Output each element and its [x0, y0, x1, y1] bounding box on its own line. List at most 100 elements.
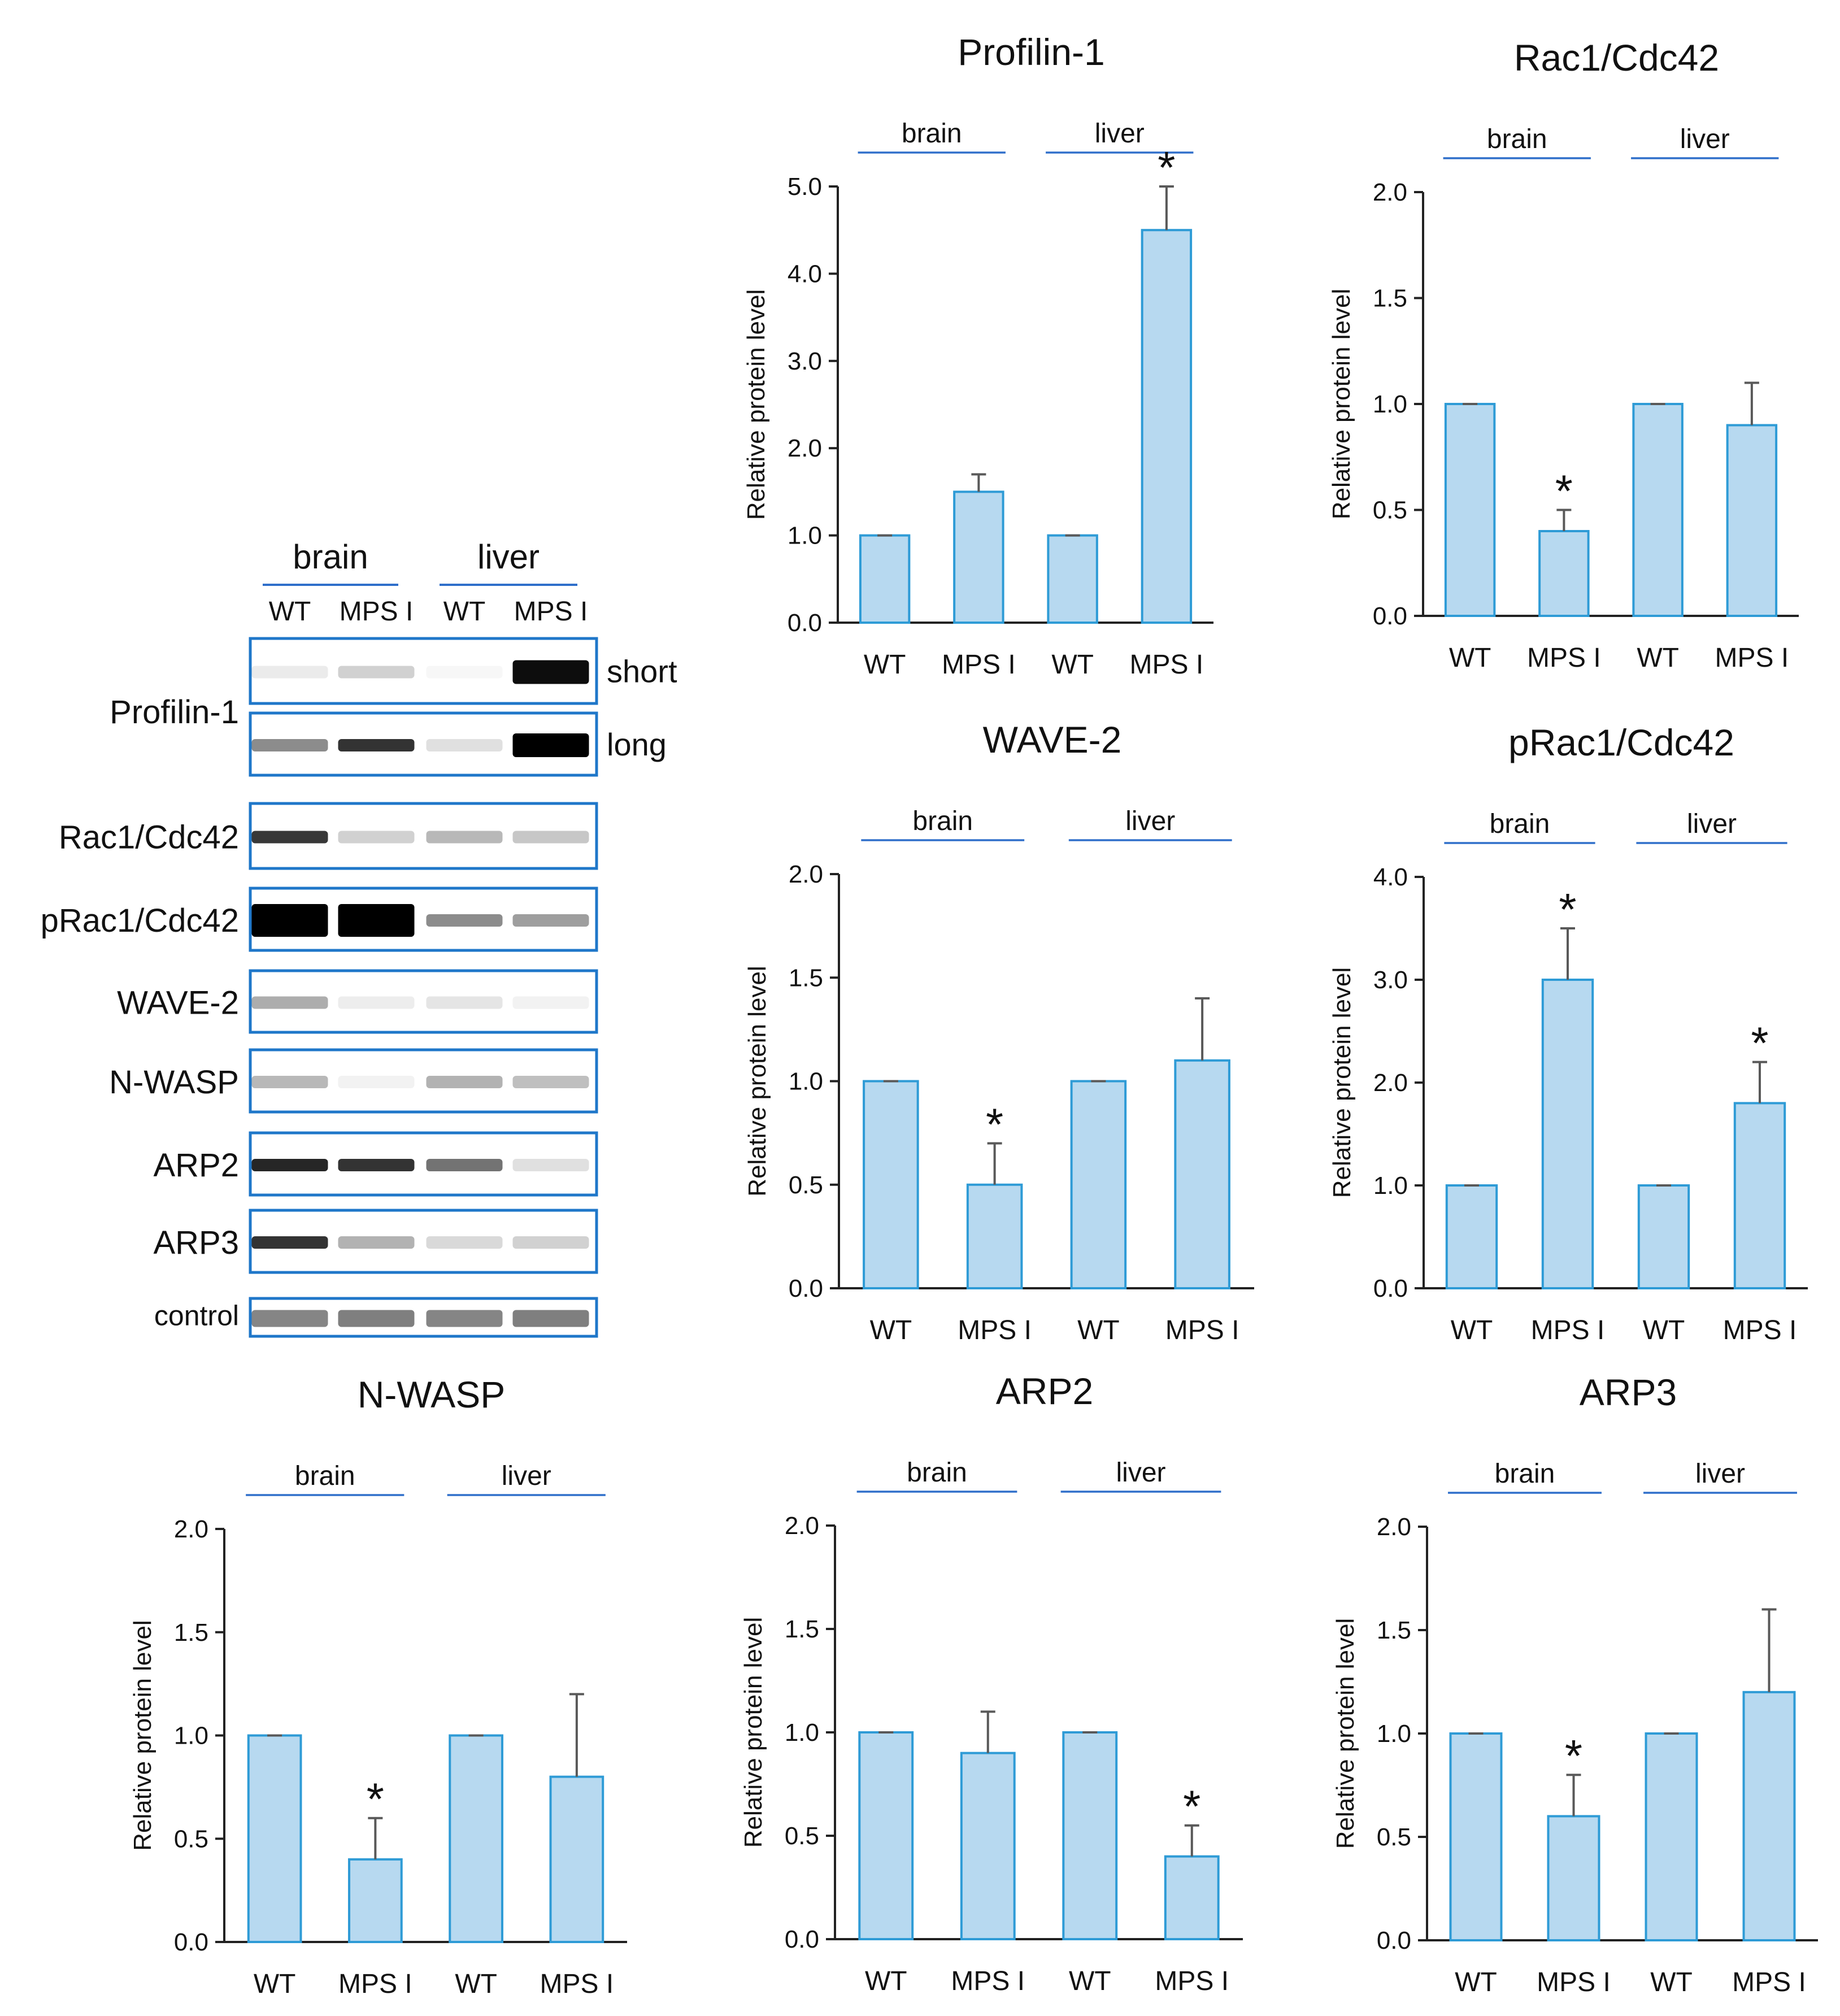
bar — [953, 490, 1004, 624]
y-tick-label: 0.5 — [174, 1825, 208, 1853]
blot-row: ARP2 — [153, 1131, 598, 1197]
x-tick-label: WT — [1451, 1315, 1493, 1345]
chart-profilin-1: Profilin-1 0.0 1.0 2.0 3.0 4.0 5.0 Relative pro… — [742, 31, 1213, 680]
y-axis-label: Relative protein level — [742, 289, 770, 520]
blot-band — [251, 1159, 328, 1171]
group-label-brain: brain — [912, 806, 973, 836]
blot-lane-label: MPS I — [514, 597, 588, 627]
bar — [449, 1734, 503, 1943]
x-tick-label: MPS I — [1130, 650, 1204, 680]
bar — [1164, 1855, 1220, 1941]
chart-title: Profilin-1 — [958, 31, 1104, 73]
y-tick-label: 1.0 — [1373, 1172, 1408, 1200]
group-label-brain: brain — [902, 119, 962, 149]
group-label-brain: brain — [1487, 124, 1547, 154]
blot-frame — [249, 1048, 598, 1114]
x-tick-label: WT — [1643, 1315, 1685, 1345]
blot-band — [338, 1159, 415, 1171]
significance-mark: * — [986, 1099, 1003, 1149]
blot-band — [338, 1076, 415, 1088]
y-tick-label: 2.0 — [1373, 1069, 1408, 1097]
y-axis-label: Relative protein level — [740, 1617, 767, 1848]
blot-band — [426, 831, 503, 844]
bar — [1742, 1691, 1796, 1942]
group-label-brain: brain — [1490, 809, 1550, 839]
y-tick-label: 1.5 — [1373, 285, 1407, 312]
y-tick-label: 1.0 — [1377, 1720, 1411, 1748]
y-tick-label: 5.0 — [788, 173, 822, 201]
bar — [1538, 530, 1590, 617]
significance-mark: * — [1751, 1018, 1768, 1068]
bar — [960, 1752, 1016, 1941]
chart-arp3: ARP3 0.0 0.5 1.0 1.5 2.0 Relative protein leve… — [1332, 1371, 1818, 1997]
bar — [1637, 1184, 1690, 1289]
y-tick-label: 2.0 — [788, 435, 822, 462]
blot-band — [338, 1310, 415, 1327]
y-tick-label: 0.0 — [1373, 602, 1407, 630]
group-label-brain: brain — [907, 1458, 967, 1488]
group-label-liver: liver — [1116, 1458, 1165, 1488]
y-tick-label: 0.5 — [789, 1171, 823, 1199]
blot-row-label: WAVE-2 — [117, 985, 239, 1022]
blot-band — [251, 1076, 328, 1088]
bar — [1070, 1080, 1127, 1289]
y-tick-label: 0.0 — [174, 1928, 208, 1956]
blot-band — [338, 666, 415, 679]
blot-band — [251, 904, 328, 937]
blot-band — [426, 914, 503, 927]
blot-frame — [249, 969, 598, 1034]
x-tick-label: MPS I — [1715, 643, 1789, 673]
blot-band — [251, 831, 328, 844]
blot-band — [338, 904, 415, 937]
y-axis-label: Relative protein level — [743, 966, 771, 1196]
blot-band — [512, 1236, 589, 1249]
blot-band — [338, 996, 415, 1009]
y-tick-label: 0.5 — [1377, 1823, 1411, 1851]
blot-row-label: ARP2 — [153, 1147, 239, 1184]
blot-row: long — [249, 711, 667, 777]
bar — [549, 1775, 604, 1944]
bar — [1445, 1184, 1498, 1289]
blot-row-label: N-WASP — [109, 1064, 239, 1101]
y-tick-label: 1.0 — [789, 1068, 823, 1096]
y-axis-label: Relative protein level — [129, 1620, 156, 1850]
x-tick-label: WT — [1449, 643, 1491, 673]
blot-row: short — [249, 637, 677, 705]
blot-band — [426, 1310, 503, 1327]
x-tick-label: WT — [1455, 1967, 1497, 1997]
y-tick-label: 4.0 — [1373, 863, 1408, 891]
chart-title: ARP2 — [996, 1370, 1093, 1412]
y-tick-label: 0.5 — [1373, 497, 1407, 524]
chart-n-wasp: N-WASP 0.0 0.5 1.0 1.5 2.0 Relative protein le… — [129, 1374, 627, 1999]
group-label-brain: brain — [295, 1461, 355, 1491]
blot-row: Rac1/Cdc42 — [59, 802, 598, 870]
bar — [247, 1734, 302, 1943]
y-tick-label: 3.0 — [1373, 966, 1408, 994]
chart-title: pRac1/Cdc42 — [1508, 722, 1734, 763]
blot-row: pRac1/Cdc42 — [41, 887, 598, 952]
bar-charts: Profilin-1 0.0 1.0 2.0 3.0 4.0 5.0 Relative pro… — [129, 31, 1818, 1999]
bar — [858, 1731, 914, 1940]
significance-mark: * — [1565, 1731, 1582, 1781]
x-tick-label: WT — [1077, 1315, 1120, 1345]
bar — [1726, 424, 1778, 617]
significance-mark: * — [1555, 466, 1573, 516]
group-label-brain: brain — [1495, 1459, 1555, 1489]
bar — [1645, 1732, 1698, 1941]
blot-lane-label: WT — [443, 597, 486, 627]
bar — [348, 1858, 403, 1944]
group-label-liver: liver — [1687, 809, 1737, 839]
blot-row-label: ARP3 — [153, 1224, 239, 1261]
y-tick-label: 0.5 — [785, 1822, 819, 1850]
blot-band — [251, 739, 328, 751]
group-label-liver: liver — [502, 1461, 551, 1491]
blot-group-label-brain: brain — [293, 538, 368, 576]
x-tick-label: WT — [870, 1315, 912, 1345]
blot-row-label-profilin: Profilin-1 — [110, 694, 239, 731]
y-tick-label: 2.0 — [789, 861, 823, 888]
x-tick-label: MPS I — [1537, 1967, 1611, 1997]
bar — [1632, 403, 1684, 617]
y-tick-label: 0.0 — [785, 1926, 819, 1953]
y-tick-label: 4.0 — [788, 260, 822, 288]
